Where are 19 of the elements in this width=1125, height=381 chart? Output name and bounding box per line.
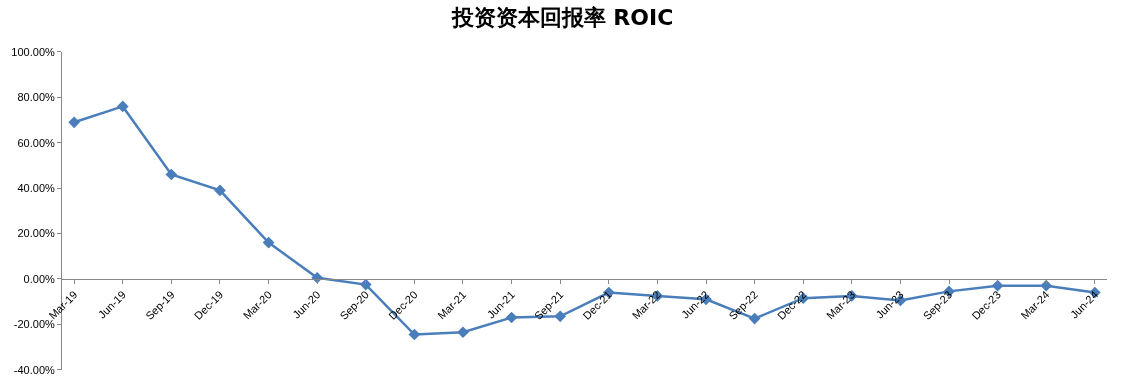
y-tick-label: -40.00%	[13, 363, 56, 376]
y-tick-label: 0.00%	[23, 272, 56, 285]
point	[214, 184, 226, 197]
point	[68, 116, 80, 129]
y-tick-label: -20.00%	[13, 318, 56, 331]
point	[262, 236, 275, 249]
point	[457, 326, 469, 339]
y-tick-label: 80.00%	[17, 91, 56, 104]
point	[165, 168, 178, 181]
y-tick-label: 20.00%	[17, 227, 56, 240]
y-tick-label: 60.00%	[17, 136, 56, 149]
point	[991, 279, 1004, 292]
y-tick-label: 40.00%	[17, 181, 56, 194]
point	[1040, 279, 1053, 292]
point	[408, 328, 421, 341]
chart-title: 投资资本回报率 ROIC	[450, 4, 674, 30]
y-tick-label: 100.00%	[11, 45, 56, 58]
point	[359, 278, 372, 291]
point	[116, 100, 129, 113]
